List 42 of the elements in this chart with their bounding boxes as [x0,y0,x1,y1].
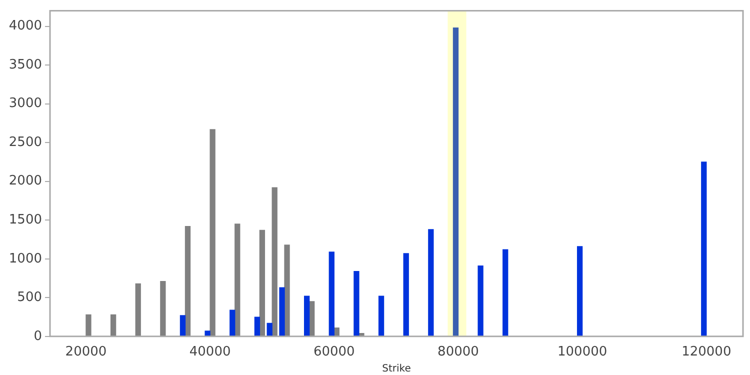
bar [272,187,278,336]
x-tick-label: 120000 [682,344,732,360]
bar [234,224,240,336]
y-tick-label: 3500 [8,57,42,72]
x-tick-label: 60000 [313,344,355,360]
bar [502,249,508,336]
bar [230,310,236,336]
bar [259,230,266,336]
bar [135,283,141,336]
bar [204,330,210,336]
y-tick-label: 2500 [8,134,42,150]
y-tick-label: 1500 [8,212,42,228]
bar [403,253,409,336]
y-tick-label: 0 [34,328,42,344]
bar [180,315,186,336]
y-tick-label: 4000 [8,18,42,34]
bar [210,129,216,336]
x-tick-label: 40000 [189,344,231,360]
x-tick-label: 20000 [65,344,107,360]
bar [184,226,191,336]
bar [478,266,484,336]
y-tick-label: 1000 [8,251,42,266]
x-tick-label: 100000 [557,344,608,360]
bar [284,244,290,336]
x-axis-title: Strike [382,364,411,375]
bar [86,314,92,336]
bar [304,296,310,336]
x-tick-label: 80000 [438,344,479,360]
bar [576,246,583,336]
bar [428,229,434,336]
bar [110,314,116,336]
y-tick-label: 3000 [8,96,42,112]
y-tick-label: 2000 [8,174,42,189]
bar [701,162,707,336]
bar [328,252,334,336]
bar [266,322,272,336]
bar [378,296,384,336]
bar [279,287,285,336]
bar [160,281,166,336]
bar [354,270,360,336]
bar [254,316,260,336]
y-tick-label: 500 [17,290,42,306]
